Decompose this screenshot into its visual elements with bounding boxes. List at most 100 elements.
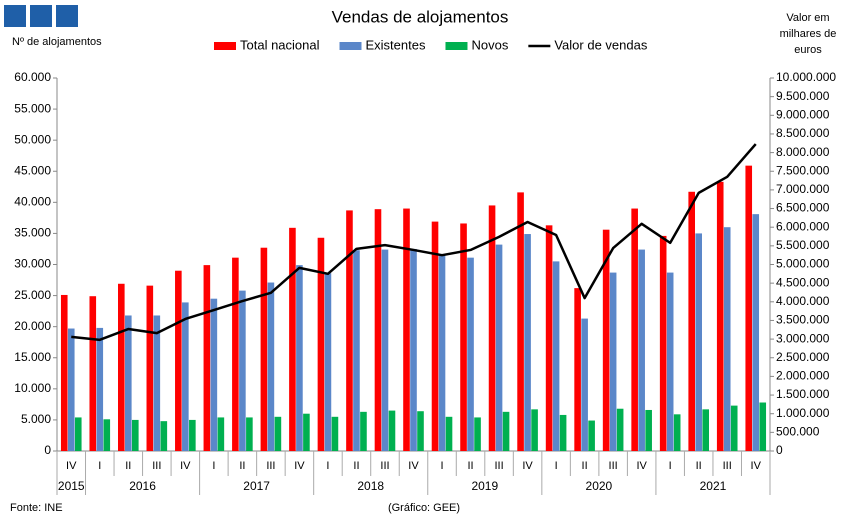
year-label: 2020 [586, 479, 613, 493]
x-tick-label: IV [522, 460, 533, 472]
bar [246, 417, 253, 451]
y2-tick-label: 500.000 [776, 425, 820, 439]
y-tick-label: 5.000 [21, 412, 51, 426]
x-tick-label: IV [408, 460, 419, 472]
bar [60, 294, 68, 451]
x-tick-label: IV [66, 460, 77, 472]
y2-tick-label: 7.000.000 [776, 182, 830, 196]
bar [67, 328, 75, 451]
y2-axis-label: milhares de [780, 28, 837, 40]
logo-square [30, 5, 52, 27]
bar [132, 419, 139, 451]
bar [103, 419, 111, 451]
bar [239, 290, 246, 451]
y2-tick-label: 2.000.000 [776, 369, 830, 383]
x-tick-label: IV [751, 460, 762, 472]
bar [346, 210, 353, 451]
line [71, 143, 757, 342]
bar [360, 411, 367, 451]
bar [353, 250, 360, 451]
year-label: 2018 [357, 479, 384, 493]
bar [296, 265, 303, 451]
x-tick-label: III [380, 460, 389, 472]
bar [602, 229, 610, 451]
bar [445, 416, 453, 451]
y2-tick-label: 3.500.000 [776, 313, 830, 327]
x-tick-label: IV [294, 460, 305, 472]
x-tick-label: III [266, 460, 275, 472]
bar [175, 270, 182, 451]
bar [759, 402, 767, 451]
bar [588, 420, 595, 451]
bar [403, 208, 410, 451]
bar [210, 298, 218, 451]
legend-swatch [214, 42, 236, 50]
y2-tick-label: 4.500.000 [776, 275, 830, 289]
bar [702, 409, 709, 451]
y-tick-label: 30.000 [14, 257, 51, 271]
x-tick-label: I [669, 460, 672, 472]
bar [217, 417, 225, 451]
year-label: 2021 [700, 479, 727, 493]
logo-square [4, 5, 26, 27]
bar [531, 409, 538, 451]
year-label: 2015 [58, 479, 85, 493]
x-tick-label: I [212, 460, 215, 472]
y2-tick-label: 0 [776, 443, 783, 457]
bar [125, 315, 132, 451]
logo-square [56, 5, 78, 27]
bar [659, 235, 667, 451]
bar [160, 421, 168, 451]
bar [616, 408, 624, 451]
y2-tick-label: 8.500.000 [776, 126, 830, 140]
x-tick-label: I [98, 460, 101, 472]
x-tick-label: I [440, 460, 443, 472]
bar [303, 413, 310, 451]
y2-tick-label: 3.000.000 [776, 331, 830, 345]
x-tick-label: II [582, 460, 588, 472]
bar [545, 225, 553, 451]
legend-swatch [445, 42, 468, 50]
bar [752, 214, 760, 451]
y-tick-label: 60.000 [14, 70, 51, 84]
bar [723, 227, 731, 451]
legend-label: Existentes [366, 37, 426, 52]
bar [467, 257, 474, 451]
x-tick-label: II [125, 460, 131, 472]
y-tick-label: 40.000 [14, 195, 51, 209]
bar [688, 191, 695, 451]
bar [695, 233, 702, 451]
y-tick-label: 25.000 [14, 288, 51, 302]
legend-swatch [339, 42, 362, 50]
bar [716, 181, 724, 451]
bar [609, 272, 617, 451]
y2-tick-label: 1.000.000 [776, 406, 830, 420]
y-tick-label: 50.000 [14, 132, 51, 146]
bar [203, 265, 211, 451]
bar [74, 417, 82, 451]
y-tick-label: 45.000 [14, 163, 51, 177]
bar [267, 282, 275, 451]
bar [410, 248, 417, 451]
x-tick-label: I [555, 460, 558, 472]
bar [673, 414, 681, 451]
year-label: 2017 [243, 479, 270, 493]
bar [89, 296, 97, 451]
bar [488, 205, 496, 451]
bar [289, 227, 296, 451]
y2-tick-label: 6.000.000 [776, 219, 830, 233]
bar [274, 416, 282, 451]
bar [666, 272, 674, 451]
y2-tick-label: 5.500.000 [776, 238, 830, 252]
y-tick-label: 55.000 [14, 101, 51, 115]
bar [146, 285, 154, 451]
bar [118, 283, 125, 451]
bar [331, 416, 339, 451]
x-tick-label: III [152, 460, 161, 472]
bar [96, 327, 104, 451]
bar [559, 414, 567, 451]
bar [552, 261, 560, 451]
y-axis-label: Nº de alojamentos [12, 36, 102, 48]
bar [189, 419, 196, 451]
y-tick-label: 0 [44, 443, 51, 457]
